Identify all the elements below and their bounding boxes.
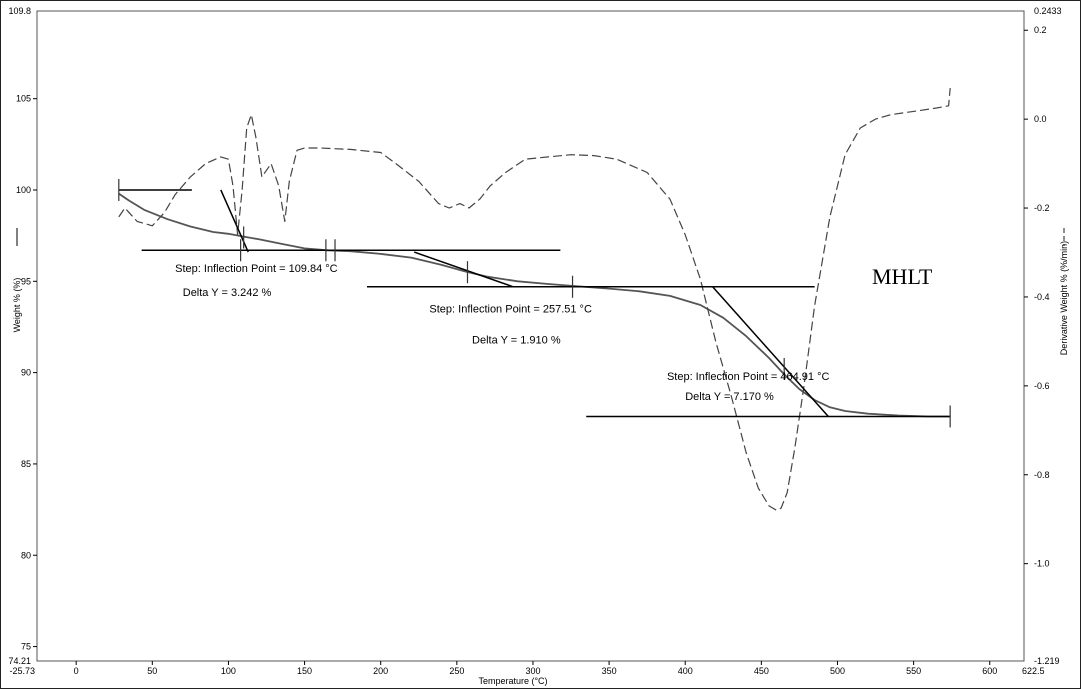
step-annotation: Delta Y = 1.910 % (472, 334, 561, 346)
y-left-axis-label: Weight % (%) (12, 278, 22, 333)
x-tick-label: 0 (74, 666, 79, 676)
y-right-tick-label: -1.0 (1034, 559, 1050, 569)
construction-line (712, 286, 829, 417)
y-right-tick-label: -0.8 (1034, 470, 1050, 480)
x-tick-label: 350 (602, 666, 617, 676)
x-tick-label: 500 (830, 666, 845, 676)
step-markers (118, 178, 951, 428)
step-annotation: Delta Y = 3.242 % (183, 287, 272, 299)
x-tick-label: 150 (297, 666, 312, 676)
x-max-label: 622.5 (1022, 666, 1045, 676)
y-left-tick-label: 100 (16, 185, 31, 195)
y-left-tick-label: 90 (21, 368, 31, 378)
y-right-min-label: -1.219 (1034, 656, 1060, 666)
axes: 0 50 100 150 200 250 300 350 400 450 500 550 600 -25.… (8, 6, 1065, 676)
x-tick-label: 250 (449, 666, 464, 676)
step-annotation: Step: Inflection Point = 464.91 °C (667, 371, 830, 383)
y-right-tick-label: -0.6 (1034, 381, 1050, 391)
y-left-tick-label: 95 (21, 276, 31, 286)
annotations: Step: Inflection Point = 109.84 °C Delta … (175, 263, 829, 403)
y-left-tick-label: 85 (21, 459, 31, 469)
x-tick-label: 200 (373, 666, 388, 676)
y-right-axis-label: Derivative Weight % (%/min) (1059, 241, 1069, 355)
x-tick-label: 400 (678, 666, 693, 676)
y-left-tick-label: 105 (16, 94, 31, 104)
y-right-tick-label: 0.0 (1034, 114, 1047, 124)
x-min-label: -25.73 (9, 666, 35, 676)
x-tick-label: 50 (147, 666, 157, 676)
step-annotation: Step: Inflection Point = 109.84 °C (175, 263, 338, 275)
step-annotation: Delta Y = 7.170 % (685, 391, 774, 403)
x-tick-label: 550 (906, 666, 921, 676)
sample-label: MHLT (872, 264, 933, 289)
x-axis-label: Temperature (°C) (478, 676, 547, 686)
derivative-curve (118, 87, 951, 511)
x-tick-label: 300 (525, 666, 540, 676)
x-tick-label: 600 (982, 666, 997, 676)
y-right-tick-label: -0.4 (1034, 292, 1050, 302)
step-annotation: Step: Inflection Point = 257.51 °C (429, 303, 592, 315)
y-left-max-label: 109.8 (8, 6, 31, 16)
construction-line (413, 251, 514, 288)
y-right-tick-label: 0.2 (1034, 25, 1047, 35)
x-tick-label: 100 (221, 666, 236, 676)
y-right-tick-label: -0.2 (1034, 203, 1050, 213)
y-left-tick-label: 80 (21, 550, 31, 560)
y-left-min-label: 74.21 (8, 656, 31, 666)
series-layer (118, 87, 951, 511)
y-right-max-label: 0.2433 (1034, 6, 1062, 16)
construction-lines (118, 189, 951, 418)
x-tick-label: 450 (754, 666, 769, 676)
plot-area (36, 10, 1025, 662)
y-left-tick-label: 75 (21, 642, 31, 652)
